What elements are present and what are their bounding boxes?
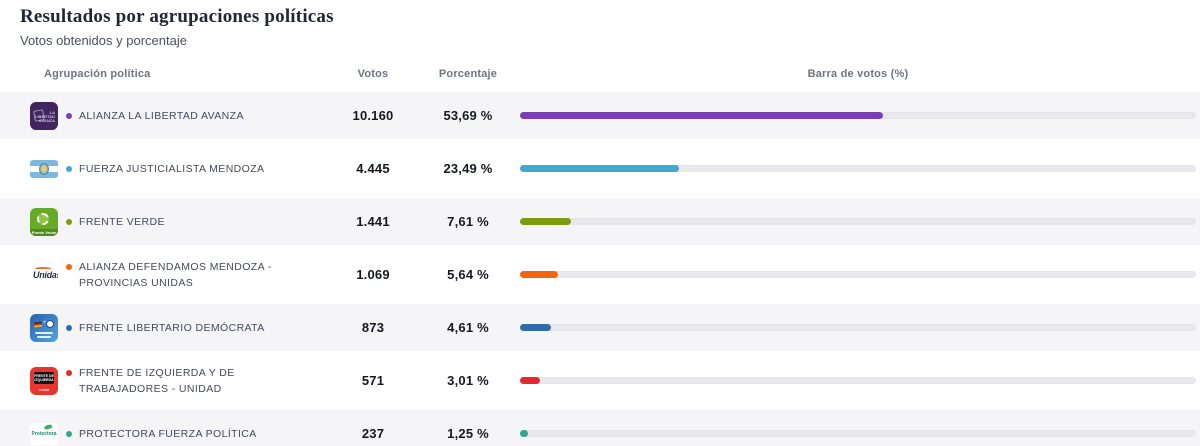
vote-bar-fill [520, 430, 529, 437]
vote-bar-track [520, 218, 1196, 225]
header-barra-de-votos: Barra de votos (%) [807, 68, 909, 80]
fuerza-justicialista-mendoza-logo [30, 159, 58, 178]
vote-bar-fill [520, 165, 679, 172]
party-percentage: 4,61 % [447, 320, 489, 335]
party-row: Protectora PROTECTORA FUERZA POLÍTICA 23… [0, 410, 1200, 446]
vote-bar-fill [520, 377, 541, 384]
party-name: FUERZA JUSTICIALISTA MENDOZA [79, 162, 265, 175]
party-color-dot [66, 165, 72, 172]
page-subtitle: Votos obtenidos y porcentaje [20, 33, 187, 48]
party-color-dot [66, 263, 72, 270]
party-row: Unidas ALIANZA DEFENDAMOS MENDOZA - PROV… [0, 251, 1200, 298]
party-row: FRENTE DE IZQUIERDA unidad FRENTE DE IZQUI… [0, 357, 1200, 404]
party-percentage: 23,49 % [443, 161, 493, 176]
party-row: LA LIBERTAD AVANZA ALIANZA LA LIBERTAD AVA… [0, 92, 1200, 139]
party-percentage: 7,61 % [447, 214, 489, 229]
party-votes: 4.445 [356, 161, 390, 176]
table-header-row: Agrupación política Votos Porcentaje Bar… [0, 65, 1200, 83]
party-row: Frente Verde FRENTE VERDE 1.441 7,61 % [0, 198, 1200, 245]
header-porcentaje: Porcentaje [438, 68, 498, 80]
party-votes: 1.069 [356, 267, 390, 282]
vote-bar-fill [520, 324, 552, 331]
frente-de-izquierda-logo: FRENTE DE IZQUIERDA unidad [30, 366, 58, 395]
alianza-la-libertad-avanza-logo: LA LIBERTAD AVANZA [30, 101, 58, 130]
results-table-body: LA LIBERTAD AVANZA ALIANZA LA LIBERTAD AVA… [0, 92, 1200, 446]
page-title: Resultados por agrupaciones políticas [20, 6, 334, 27]
vote-bar-fill [520, 112, 883, 119]
party-name: ALIANZA LA LIBERTAD AVANZA [79, 109, 244, 122]
header-votos: Votos [357, 68, 389, 80]
party-percentage: 3,01 % [447, 373, 489, 388]
party-percentage: 53,69 % [443, 108, 493, 123]
results-table: Agrupación política Votos Porcentaje Bar… [0, 65, 1200, 446]
defendamos-mendoza-provincias-unidas-logo: Unidas [30, 260, 58, 289]
header-agrupacion-politica: Agrupación política [44, 68, 151, 80]
party-percentage: 1,25 % [447, 426, 489, 441]
party-percentage: 5,64 % [447, 267, 489, 282]
vote-bar-track [520, 377, 1196, 384]
party-votes: 10.160 [352, 108, 394, 123]
vote-bar-track [520, 430, 1196, 437]
vote-bar-track [520, 271, 1196, 278]
party-votes: 1.441 [356, 214, 390, 229]
vote-bar-track [520, 324, 1196, 331]
party-color-dot [66, 369, 72, 376]
party-votes: 873 [361, 320, 385, 335]
frente-verde-logo: Frente Verde [30, 207, 58, 236]
party-votes: 237 [361, 426, 385, 441]
party-name: FRENTE DE IZQUIERDA Y DE TRABAJADORES - … [79, 366, 235, 395]
vote-bar-track [520, 112, 1196, 119]
party-name: ALIANZA DEFENDAMOS MENDOZA - PROVINCIAS … [79, 260, 272, 289]
party-name: FRENTE LIBERTARIO DEMÓCRATA [79, 321, 265, 334]
party-color-dot [66, 218, 72, 225]
vote-bar-fill [520, 218, 572, 225]
party-votes: 571 [361, 373, 385, 388]
vote-bar-track [520, 165, 1196, 172]
party-color-dot [66, 112, 72, 119]
frente-libertario-democrata-logo: + [30, 313, 58, 342]
party-name: FRENTE VERDE [79, 215, 165, 228]
party-color-dot [66, 430, 72, 437]
party-row: + FRENTE LIBERTARIO DEMÓCRATA 873 4,61 % [0, 304, 1200, 351]
party-name: PROTECTORA FUERZA POLÍTICA [79, 427, 257, 440]
protectora-fuerza-politica-logo: Protectora [30, 422, 58, 445]
party-color-dot [66, 324, 72, 331]
vote-bar-fill [520, 271, 559, 278]
party-row: FUERZA JUSTICIALISTA MENDOZA 4.445 23,49… [0, 145, 1200, 192]
